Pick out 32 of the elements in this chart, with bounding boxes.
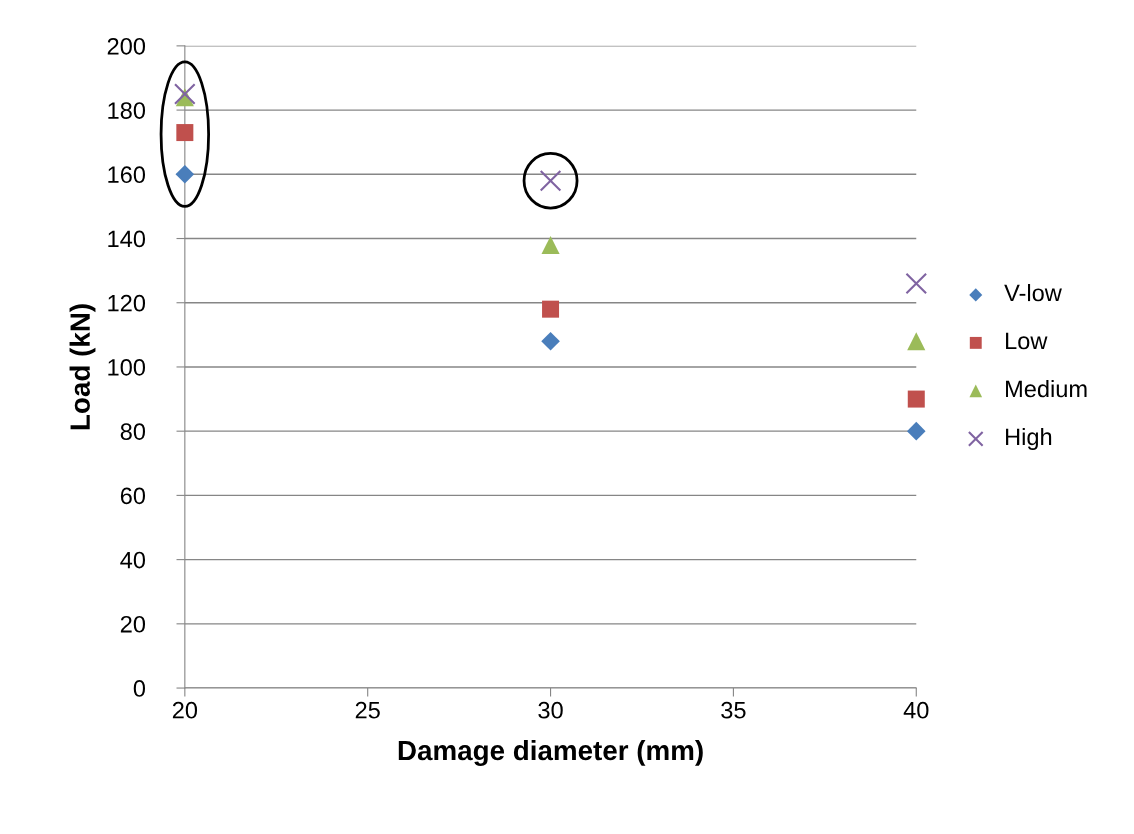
point (176, 124, 194, 142)
point (906, 421, 926, 441)
y-tick-label: 160 (108, 166, 146, 184)
x-tick-label: 25 (355, 701, 380, 719)
point (541, 331, 560, 351)
point (542, 300, 560, 318)
x-tick-label: 30 (538, 701, 563, 719)
legend-label: Medium (1006, 379, 1087, 398)
point (905, 272, 928, 295)
y-tick-label: 180 (108, 102, 146, 119)
y-tick-label: 100 (108, 359, 146, 376)
point (541, 235, 560, 254)
legend-label: Low (1006, 332, 1048, 350)
y-tick-label: 120 (108, 294, 146, 312)
x-tick-label: 40 (903, 701, 929, 719)
y-tick-label: 140 (108, 230, 146, 248)
y-tick-label: 200 (107, 37, 146, 55)
point (173, 83, 196, 105)
y-tick-label: 0 (133, 680, 146, 697)
legend-label: High (1006, 427, 1052, 450)
y-axis-title: Load (kN) (69, 304, 96, 430)
y-tick-label: 40 (120, 551, 146, 569)
point (907, 390, 925, 408)
y-tick-label: 60 (120, 487, 146, 505)
y-tick-label: 80 (120, 423, 146, 440)
point (175, 164, 195, 184)
x-tick-label: 20 (172, 701, 198, 719)
y-tick-label: 20 (120, 615, 146, 633)
legend-label: V-low (1004, 283, 1062, 302)
x-tick-label: 35 (721, 701, 746, 719)
x-axis-title: Damage diameter (mm) (398, 739, 703, 766)
point (907, 332, 926, 351)
